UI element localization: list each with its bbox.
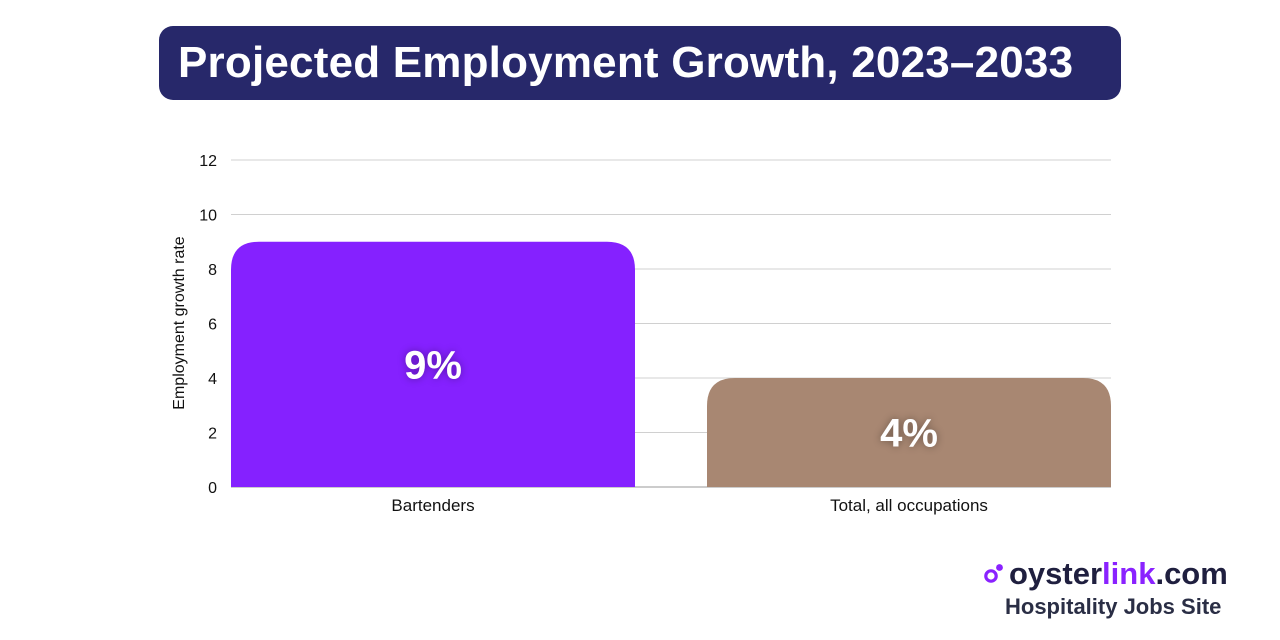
bar-1 <box>231 241 635 487</box>
y-tick-10: 10 <box>199 208 217 225</box>
brand-name-part3: .com <box>1155 556 1228 591</box>
brand-name-part1: oyster <box>1009 556 1103 591</box>
brand-tagline: Hospitality Jobs Site <box>1005 594 1222 619</box>
value-label-1: 9% <box>404 343 462 387</box>
value-labels: 9% 4% <box>404 343 938 455</box>
bars <box>231 241 1111 487</box>
y-tick-8: 8 <box>208 262 217 279</box>
x-category-1: Bartenders <box>391 496 474 515</box>
y-tick-2: 2 <box>208 426 217 443</box>
chart-title: Projected Employment Growth, 2023–2033 <box>178 38 1074 87</box>
y-tick-4: 4 <box>208 371 217 388</box>
brand-logo: oyster link .com Hospitality Jobs Site <box>984 556 1244 626</box>
y-tick-6: 6 <box>208 317 217 334</box>
y-tick-12: 12 <box>199 153 217 170</box>
y-axis-title: Employment growth rate <box>171 236 188 410</box>
title-banner: Projected Employment Growth, 2023–2033 <box>159 26 1121 100</box>
value-label-2: 4% <box>880 412 938 456</box>
x-category-2: Total, all occupations <box>830 496 988 515</box>
oyster-icon <box>984 564 1003 583</box>
y-tick-0: 0 <box>208 480 217 497</box>
bar-2 <box>707 378 1111 487</box>
x-axis-categories: Bartenders Total, all occupations <box>391 496 988 515</box>
y-axis-ticks: 0 2 4 6 8 10 12 <box>199 153 217 497</box>
brand-wordmark: oyster link .com <box>984 556 1228 592</box>
brand-name-part2: link <box>1102 556 1156 591</box>
